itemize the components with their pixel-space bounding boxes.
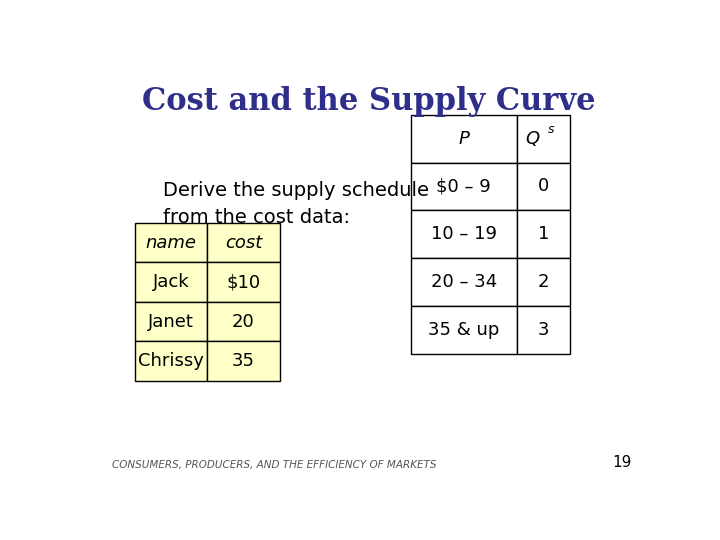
Bar: [517, 114, 570, 163]
Bar: [207, 262, 280, 302]
Text: 0: 0: [538, 178, 549, 195]
Text: 35: 35: [232, 352, 255, 370]
Bar: [135, 302, 207, 341]
Bar: [517, 258, 570, 306]
Text: 1: 1: [538, 225, 549, 243]
Text: 2: 2: [538, 273, 549, 291]
Text: name: name: [145, 234, 197, 252]
Bar: [135, 341, 207, 381]
Text: $10: $10: [226, 273, 261, 291]
Text: CONSUMERS, PRODUCERS, AND THE EFFICIENCY OF MARKETS: CONSUMERS, PRODUCERS, AND THE EFFICIENCY…: [112, 460, 437, 470]
Bar: [135, 262, 207, 302]
Bar: [207, 341, 280, 381]
Bar: [517, 210, 570, 258]
Text: $0 – 9: $0 – 9: [436, 178, 491, 195]
Text: 35 & up: 35 & up: [428, 321, 500, 339]
Bar: [517, 306, 570, 354]
Bar: [135, 223, 207, 262]
Text: cost: cost: [225, 234, 262, 252]
Text: Janet: Janet: [148, 313, 194, 330]
Bar: [411, 306, 517, 354]
Text: Derive the supply schedule
from the cost data:: Derive the supply schedule from the cost…: [163, 181, 428, 227]
Bar: [411, 210, 517, 258]
Text: 20: 20: [232, 313, 255, 330]
Text: Cost and the Supply Curve: Cost and the Supply Curve: [142, 85, 596, 117]
Text: Jack: Jack: [153, 273, 189, 291]
Text: 3: 3: [538, 321, 549, 339]
Bar: [411, 114, 517, 163]
Text: 10 – 19: 10 – 19: [431, 225, 497, 243]
Text: 20 – 34: 20 – 34: [431, 273, 497, 291]
Text: s: s: [548, 123, 554, 136]
Bar: [411, 258, 517, 306]
Bar: [517, 163, 570, 210]
Text: 19: 19: [612, 455, 631, 470]
Text: Chrissy: Chrissy: [138, 352, 204, 370]
Bar: [207, 223, 280, 262]
Bar: [207, 302, 280, 341]
Text: P: P: [459, 130, 469, 147]
Text: Q: Q: [526, 130, 540, 147]
Bar: [411, 163, 517, 210]
